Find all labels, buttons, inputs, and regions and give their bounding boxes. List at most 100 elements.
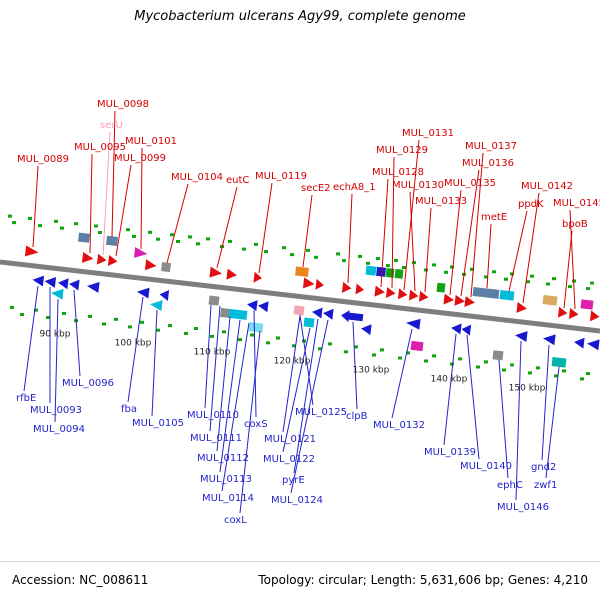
gene-feature[interactable] (376, 266, 386, 277)
gene-feature[interactable] (144, 259, 157, 271)
gene-label[interactable]: MUL_0136 (462, 158, 514, 169)
gene-label[interactable]: MUL_0093 (30, 405, 82, 416)
gene-label[interactable]: MUL_0125 (295, 407, 347, 418)
gene-label[interactable]: bpoB (562, 219, 588, 230)
gene-label[interactable]: MUL_0094 (33, 424, 85, 435)
gene-feature[interactable] (322, 308, 334, 320)
gene-label[interactable]: MUL_0099 (114, 153, 166, 164)
gene-label[interactable]: MUL_0113 (200, 474, 252, 485)
gene-label[interactable]: eutC (226, 175, 249, 186)
gene-feature[interactable] (472, 286, 500, 299)
gene-label[interactable]: clpB (346, 411, 368, 422)
gene-feature[interactable] (44, 276, 57, 288)
gene-feature[interactable] (24, 245, 39, 257)
gene-label[interactable]: MUL_0139 (424, 447, 476, 458)
gene-label[interactable]: MUL_0128 (372, 167, 424, 178)
gene-feature[interactable] (573, 337, 585, 349)
gene-feature[interactable] (136, 286, 150, 299)
gene-feature[interactable] (355, 283, 364, 295)
gene-feature[interactable] (149, 299, 163, 312)
gene-label[interactable]: MUL_0111 (190, 433, 242, 444)
gene-feature[interactable] (394, 268, 404, 279)
gene-feature[interactable] (568, 308, 579, 320)
gene-feature[interactable] (374, 285, 385, 298)
gene-label[interactable]: MUL_0089 (17, 154, 69, 165)
gene-label[interactable]: ppdK (518, 199, 544, 210)
gene-feature[interactable] (257, 300, 269, 313)
gene-feature[interactable] (133, 246, 148, 259)
gene-label[interactable]: MUL_0132 (373, 420, 425, 431)
gene-label[interactable]: MUL_0140 (460, 461, 512, 472)
gene-label[interactable]: coxL (224, 515, 247, 526)
gene-feature[interactable] (228, 308, 248, 320)
gene-feature[interactable] (542, 295, 558, 306)
gene-label[interactable]: MUL_0112 (197, 453, 249, 464)
gene-feature[interactable] (450, 322, 462, 335)
gene-feature[interactable] (253, 271, 262, 284)
gene-feature[interactable] (580, 299, 594, 310)
gene-feature[interactable] (408, 289, 419, 302)
gene-feature[interactable] (226, 268, 237, 281)
gene-feature[interactable] (96, 253, 107, 266)
gene-label[interactable]: MUL_0137 (465, 141, 517, 152)
gene-feature[interactable] (385, 267, 395, 278)
gene-label[interactable]: rfbE (16, 393, 36, 404)
gene-feature[interactable] (542, 333, 556, 346)
gene-feature[interactable] (57, 277, 69, 290)
gene-label[interactable]: MUL_0130 (392, 180, 444, 191)
gene-feature[interactable] (492, 350, 504, 361)
gene-feature[interactable] (78, 232, 90, 243)
genome-map-canvas[interactable]: MUL_0089 MUL_0095 MUL_0098 serU MUL_0099 MUL_… (0, 0, 600, 562)
gene-feature[interactable] (208, 295, 220, 306)
gene-feature[interactable] (159, 289, 170, 301)
gene-label[interactable]: secE2 (301, 183, 331, 194)
gene-feature[interactable] (514, 330, 528, 343)
gene-feature[interactable] (315, 278, 324, 291)
gene-feature[interactable] (397, 288, 408, 300)
gene-label[interactable]: ephC (497, 480, 523, 491)
gene-feature[interactable] (302, 277, 315, 289)
gene-label[interactable]: MUL_0119 (255, 171, 307, 182)
gene-label[interactable]: MUL_0101 (125, 136, 177, 147)
gene-label[interactable]: MUL_0104 (171, 172, 223, 183)
gene-label[interactable]: MUL_0114 (202, 493, 254, 504)
gene-feature[interactable] (360, 323, 372, 336)
gene-feature[interactable] (81, 252, 94, 264)
gene-label[interactable]: MUL_0122 (263, 454, 315, 465)
gene-feature[interactable] (303, 317, 315, 328)
gene-feature[interactable] (341, 281, 352, 294)
gene-label[interactable]: MUL_0146 (497, 502, 549, 513)
gene-feature[interactable] (161, 262, 171, 273)
gene-label[interactable]: MUL_0133 (415, 196, 467, 207)
gene-label[interactable]: MUL_0142 (521, 181, 573, 192)
gene-label[interactable]: MUL_0110 (187, 410, 239, 421)
gene-feature[interactable] (410, 340, 424, 352)
gene-feature[interactable] (107, 255, 118, 267)
gene-label[interactable]: zwf1 (534, 480, 557, 491)
gene-feature[interactable] (365, 265, 377, 276)
gene-feature[interactable] (557, 306, 568, 319)
gene-feature[interactable] (499, 290, 515, 301)
gene-feature[interactable] (516, 301, 527, 314)
gene-feature[interactable] (293, 305, 305, 316)
gene-label[interactable]: echA8_1 (333, 182, 376, 193)
gene-feature[interactable] (454, 294, 465, 307)
gene-feature[interactable] (461, 324, 472, 336)
gene-feature[interactable] (246, 299, 258, 312)
gene-feature[interactable] (311, 306, 323, 319)
gene-feature[interactable] (86, 281, 100, 293)
gene-feature[interactable] (589, 310, 600, 322)
gene-label[interactable]: metE (481, 212, 507, 223)
gene-label[interactable]: pyrE (282, 475, 305, 486)
gene-feature[interactable] (551, 357, 567, 368)
gene-label[interactable]: MUL_0135 (444, 178, 496, 189)
gene-label[interactable]: MUL_0098 (97, 99, 149, 110)
gene-label[interactable]: serU (100, 120, 123, 131)
gene-feature[interactable] (220, 307, 230, 318)
gene-label[interactable]: MUL_0124 (271, 495, 323, 506)
gene-label[interactable]: MUL_0105 (132, 418, 184, 429)
gene-feature[interactable] (295, 266, 309, 277)
gene-feature[interactable] (50, 287, 64, 300)
gene-feature[interactable] (418, 290, 429, 303)
gene-label[interactable]: MUL_0145 (553, 198, 600, 209)
